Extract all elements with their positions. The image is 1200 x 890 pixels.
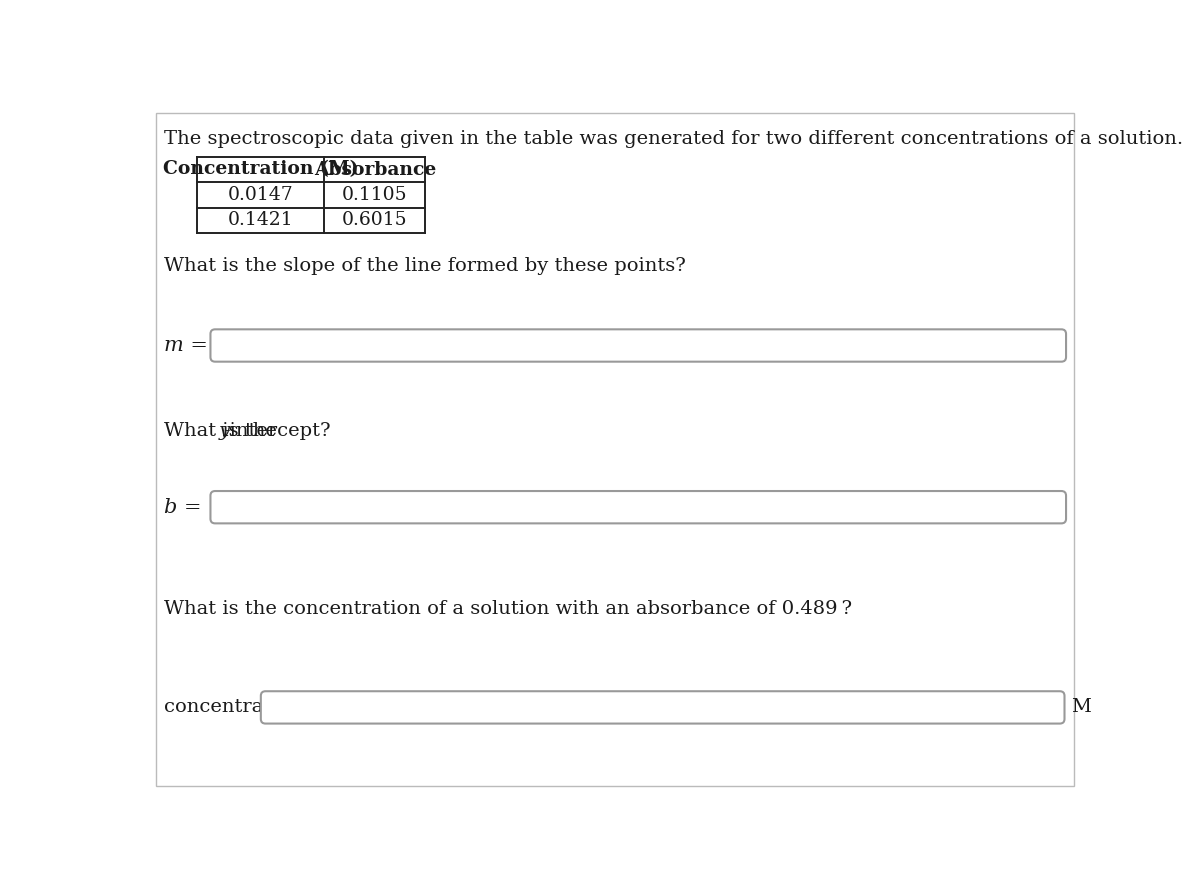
Text: What is the: What is the <box>164 423 283 441</box>
Text: 0.0147: 0.0147 <box>228 186 293 204</box>
Text: What is the concentration of a solution with an absorbance of 0.489 ?: What is the concentration of a solution … <box>164 600 852 618</box>
Text: 0.6015: 0.6015 <box>342 211 408 230</box>
Text: M: M <box>1070 699 1091 716</box>
Text: What is the slope of the line formed by these points?: What is the slope of the line formed by … <box>164 257 686 275</box>
Text: y: y <box>218 423 229 441</box>
Text: Concentration (M): Concentration (M) <box>163 160 358 179</box>
Text: 0.1421: 0.1421 <box>228 211 293 230</box>
Text: Absorbance: Absorbance <box>313 160 436 179</box>
FancyBboxPatch shape <box>260 692 1064 724</box>
FancyBboxPatch shape <box>210 491 1066 523</box>
Text: The spectroscopic data given in the table was generated for two different concen: The spectroscopic data given in the tabl… <box>164 130 1183 148</box>
Text: 0.1105: 0.1105 <box>342 186 408 204</box>
FancyBboxPatch shape <box>210 329 1066 361</box>
Text: -intercept?: -intercept? <box>223 423 331 441</box>
Text: concentration:: concentration: <box>164 699 308 716</box>
FancyBboxPatch shape <box>156 113 1074 786</box>
Text: b =: b = <box>164 498 202 517</box>
Text: m =: m = <box>164 336 208 355</box>
